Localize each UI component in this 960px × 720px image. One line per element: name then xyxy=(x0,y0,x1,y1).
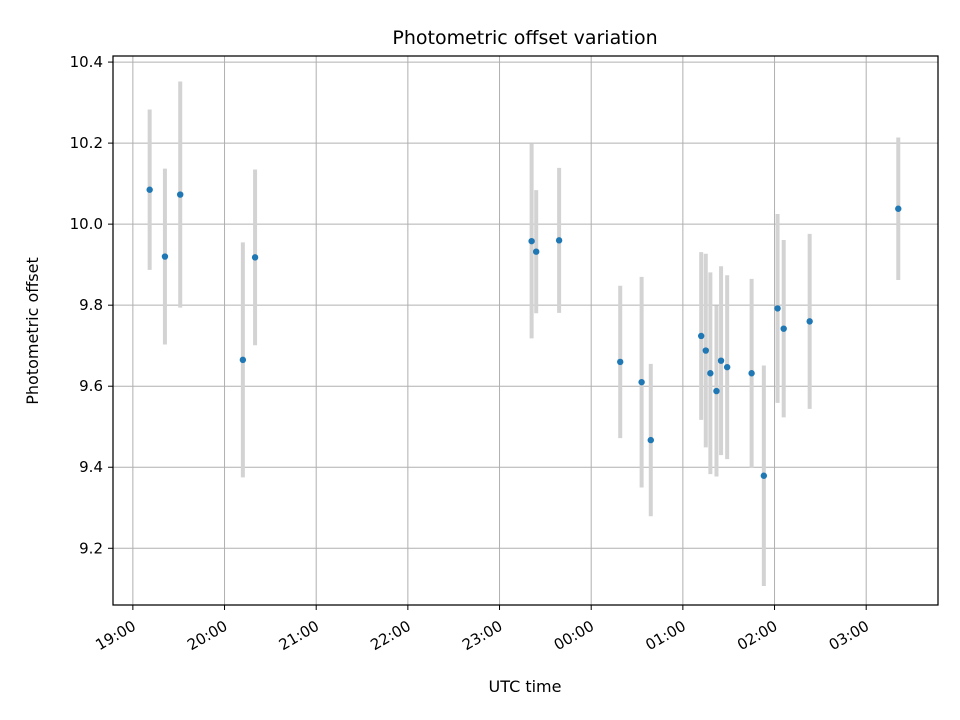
data-point xyxy=(638,378,645,386)
data-point xyxy=(251,254,259,261)
data-points xyxy=(146,186,902,479)
data-point xyxy=(647,436,654,444)
x-axis-title: UTC time xyxy=(489,677,562,696)
data-point xyxy=(806,318,813,325)
y-tick-label: 10.0 xyxy=(70,215,103,233)
y-tick-label: 9.2 xyxy=(79,539,103,557)
data-point xyxy=(760,472,768,479)
data-point xyxy=(555,237,563,244)
data-point xyxy=(780,325,787,332)
chart-title: Photometric offset variation xyxy=(392,27,657,49)
data-point xyxy=(617,358,624,366)
y-tick-label: 10.2 xyxy=(70,134,103,152)
data-point xyxy=(748,370,755,377)
data-point xyxy=(177,191,184,198)
y-tick-label: 9.4 xyxy=(79,458,103,476)
y-tick-label: 9.6 xyxy=(79,377,103,395)
data-point xyxy=(702,347,709,354)
plot-area-frame xyxy=(112,55,939,606)
data-point xyxy=(532,248,540,255)
data-point xyxy=(717,357,725,364)
data-point xyxy=(707,370,714,377)
y-axis-ticks: 9.2 9.4 9.6 9.8 10.0 10.2 10.4 xyxy=(70,53,113,557)
data-point xyxy=(697,332,705,340)
y-tick-label: 10.4 xyxy=(70,53,103,71)
data-point xyxy=(146,186,153,193)
data-point xyxy=(528,237,535,245)
grid xyxy=(113,56,938,605)
data-point xyxy=(723,363,731,371)
data-point xyxy=(774,305,781,312)
data-point xyxy=(161,253,169,260)
y-tick-label: 9.8 xyxy=(79,296,103,314)
data-point xyxy=(895,205,902,212)
data-point xyxy=(239,356,247,364)
data-point xyxy=(713,387,720,395)
y-axis-title: Photometric offset xyxy=(23,257,42,405)
